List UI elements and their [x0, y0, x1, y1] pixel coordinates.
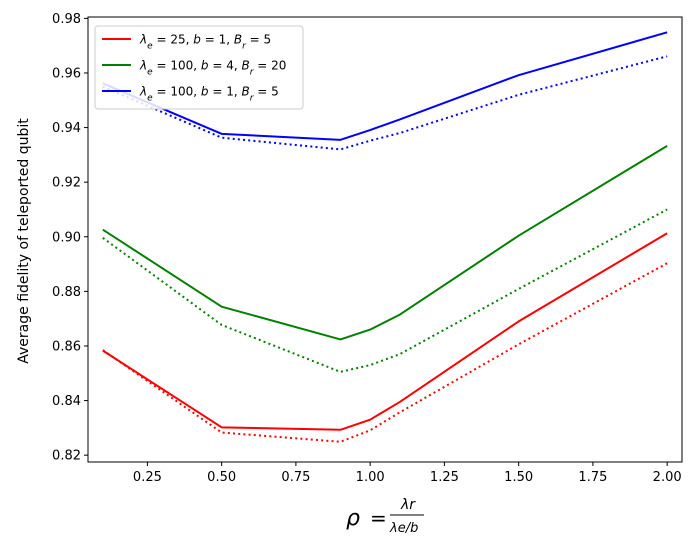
- series-layer: [102, 31, 668, 443]
- legend-label: λe = 100, b = 4, Br = 20: [139, 59, 286, 78]
- x-tick-label: 2.00: [653, 470, 682, 485]
- axes-layer: [87, 16, 683, 463]
- x-label-numerator: λr: [400, 497, 416, 513]
- x-tick-label: 1.75: [578, 470, 607, 485]
- series-line-solid-3: [102, 31, 668, 141]
- x-tick-label: 1.50: [504, 470, 533, 485]
- x-axis-label: ρ = λr λe/b: [346, 497, 424, 536]
- y-tick-label: 0.94: [52, 121, 81, 136]
- y-tick-label: 0.98: [52, 12, 81, 27]
- x-tick-label: 1.00: [356, 470, 385, 485]
- y-tick-label: 0.92: [52, 176, 81, 191]
- legend: λe = 25, b = 1, Br = 5 λe = 100, b = 4, B…: [94, 25, 304, 110]
- series-line-dotted-2: [102, 208, 668, 373]
- x-tick-label: 0.50: [207, 470, 236, 485]
- y-tick-label: 0.84: [52, 394, 81, 409]
- x-label-denominator: λe/b: [389, 521, 418, 536]
- series-line-solid-1: [102, 232, 668, 431]
- y-tick-label: 0.90: [52, 230, 81, 245]
- x-tick-label: 0.75: [281, 470, 310, 485]
- x-tick-label: 0.25: [133, 470, 162, 485]
- x-axis-ticks: 0.25 0.50 0.75 1.00 1.25 1.50 1.75 2.00: [133, 462, 682, 485]
- legend-label: λe = 100, b = 1, Br = 5: [139, 85, 279, 104]
- y-axis-label: Average fidelity of teleported qubit: [16, 118, 32, 364]
- y-tick-label: 0.96: [52, 66, 81, 81]
- legend-label: λe = 25, b = 1, Br = 5: [139, 33, 271, 52]
- x-label-equals: =: [370, 506, 387, 530]
- y-tick-label: 0.82: [52, 449, 81, 464]
- plot-frame: [87, 16, 683, 463]
- x-tick-label: 1.25: [430, 470, 459, 485]
- x-label-rho: ρ: [346, 506, 360, 531]
- y-tick-label: 0.86: [52, 339, 81, 354]
- y-axis-ticks: 0.82 0.84 0.86 0.88 0.90 0.92 0.94 0.96 0.98: [52, 12, 88, 464]
- series-line-dotted-1: [102, 262, 668, 443]
- series-line-solid-2: [102, 145, 668, 341]
- legend-box: [94, 25, 304, 110]
- y-tick-label: 0.88: [52, 285, 81, 300]
